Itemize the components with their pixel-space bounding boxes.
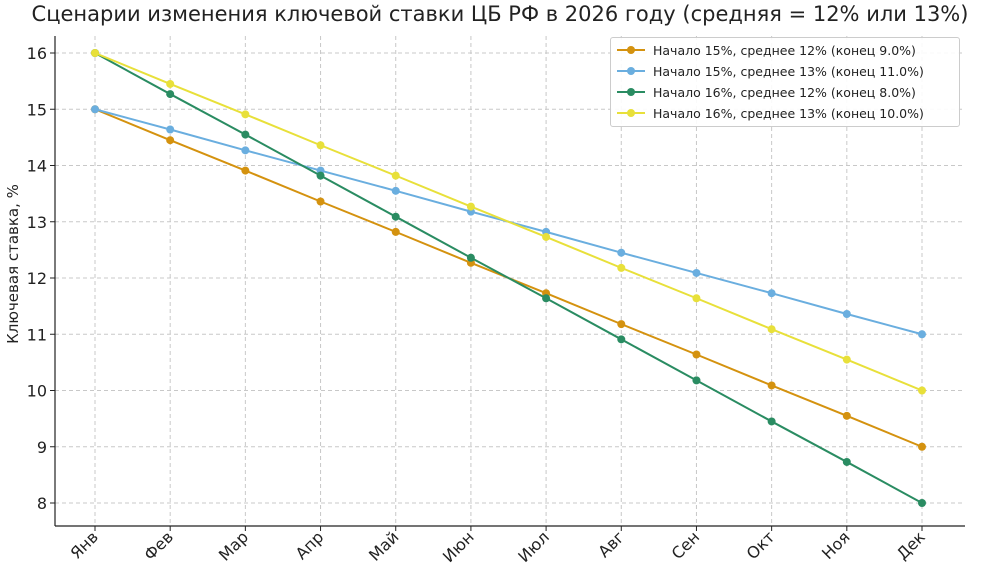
legend-label: Начало 16%, среднее 13% (конец 10.0%) — [653, 105, 924, 121]
data-point — [91, 49, 99, 57]
legend-item: Начало 16%, среднее 13% (конец 10.0%) — [617, 104, 924, 122]
data-point — [391, 212, 400, 221]
data-point — [918, 499, 926, 507]
data-point — [466, 253, 475, 262]
data-point — [391, 171, 400, 180]
legend-swatch-icon — [617, 62, 645, 80]
data-point — [316, 171, 325, 180]
x-tick-label: Апр — [292, 527, 328, 563]
x-tick-label: Май — [365, 527, 402, 564]
y-tick-label: 12 — [27, 269, 47, 288]
y-tick-label: 10 — [27, 382, 47, 401]
data-point — [316, 141, 325, 150]
data-point — [617, 320, 626, 329]
data-point — [767, 325, 776, 334]
data-point — [241, 166, 250, 175]
data-point — [617, 335, 626, 344]
y-tick-label: 11 — [27, 325, 47, 344]
legend-swatch-icon — [617, 41, 645, 59]
x-tick-label: Окт — [743, 527, 779, 563]
legend-item: Начало 15%, среднее 12% (конец 9.0%) — [617, 41, 916, 59]
data-point — [542, 294, 551, 303]
x-tick-label: Сен — [668, 527, 704, 563]
y-tick-label: 13 — [27, 213, 47, 232]
x-tick-label: Мар — [215, 527, 252, 564]
y-tick-label: 14 — [27, 157, 47, 176]
legend: Начало 15%, среднее 12% (конец 9.0%) Нач… — [610, 37, 960, 127]
y-tick-label: 9 — [37, 438, 47, 457]
y-tick-label: 15 — [27, 100, 47, 119]
data-point — [542, 232, 551, 241]
data-point — [617, 248, 626, 257]
data-point — [692, 376, 701, 385]
data-point — [391, 186, 400, 195]
data-point — [241, 110, 250, 119]
data-point — [918, 442, 926, 451]
x-tick-label: Июл — [514, 527, 553, 566]
legend-swatch-icon — [617, 104, 645, 122]
chart-title: Сценарии изменения ключевой ставки ЦБ РФ… — [31, 2, 969, 26]
x-tick-label: Июн — [439, 527, 478, 566]
data-point — [767, 381, 776, 390]
data-point — [617, 263, 626, 272]
data-point — [241, 146, 250, 155]
data-point — [166, 79, 175, 88]
series-line — [91, 49, 926, 395]
data-point — [391, 227, 400, 236]
data-point — [692, 350, 701, 359]
data-point — [918, 386, 926, 395]
legend-label: Начало 16%, среднее 12% (конец 8.0%) — [653, 84, 916, 100]
legend-swatch-icon — [617, 83, 645, 101]
data-point — [241, 130, 250, 139]
y-tick-label: 16 — [27, 44, 47, 63]
data-point — [692, 268, 701, 277]
data-point — [692, 294, 701, 303]
data-point — [842, 355, 851, 364]
legend-item: Начало 15%, среднее 13% (конец 11.0%) — [617, 62, 924, 80]
data-point — [166, 136, 175, 145]
data-point — [842, 310, 851, 318]
legend-label: Начало 15%, среднее 13% (конец 11.0%) — [653, 63, 924, 79]
legend-item: Начало 16%, среднее 12% (конец 8.0%) — [617, 83, 916, 101]
x-tick-label: Дек — [893, 527, 929, 563]
data-point — [767, 417, 776, 426]
data-point — [767, 289, 776, 298]
x-tick-label: Ноя — [818, 527, 854, 563]
data-point — [91, 105, 99, 114]
x-tick-label: Фев — [140, 527, 177, 564]
x-tick-label: Авг — [594, 527, 628, 561]
data-point — [842, 457, 851, 466]
data-point — [316, 197, 325, 206]
data-point — [918, 330, 926, 339]
y-tick-label: 8 — [37, 494, 47, 513]
data-point — [166, 125, 175, 134]
data-point — [842, 411, 851, 420]
legend-label: Начало 15%, среднее 12% (конец 9.0%) — [653, 42, 916, 58]
data-point — [466, 202, 475, 211]
x-tick-label: Янв — [66, 527, 101, 562]
data-point — [166, 90, 175, 99]
